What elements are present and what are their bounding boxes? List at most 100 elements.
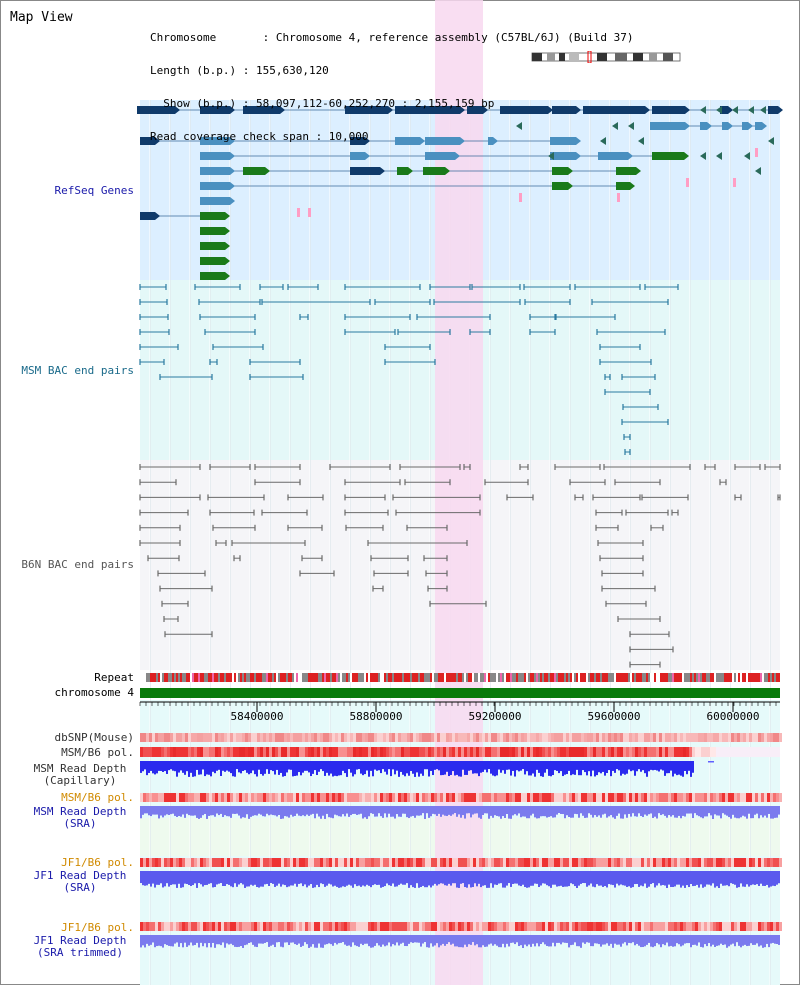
jf1-trim-depth-bar — [350, 935, 352, 947]
msm-sra-depth-bar — [562, 806, 564, 815]
msm-cap-depth-bar — [708, 761, 714, 763]
msm-sra-pol-cell — [452, 793, 455, 802]
repeat-block — [474, 673, 476, 682]
gene-exon — [395, 106, 420, 114]
jf1-depth-bar — [408, 871, 410, 888]
repeat-block — [330, 673, 332, 682]
msm-cap-depth-bar — [488, 761, 490, 770]
jf1-trim-depth-bar — [744, 935, 746, 945]
jf1-trim-depth-bar — [388, 935, 390, 943]
msm-cap-depth-bar — [452, 761, 454, 772]
msm-sra-depth-bar — [168, 806, 170, 815]
jf1-trim-depth-bar — [406, 935, 408, 947]
jf1-trim-depth-bar — [564, 935, 566, 943]
msm-sra-depth-bar — [152, 806, 154, 815]
jf1-trim-depth-bar — [160, 935, 162, 947]
msm-pol-cell — [518, 747, 521, 757]
jf1-pol-cell — [224, 858, 227, 867]
repeat-block — [448, 673, 450, 682]
msm-cap-depth-bar — [534, 761, 536, 777]
msm-cap-depth-bar — [312, 761, 314, 774]
jf1-depth-bar — [520, 871, 522, 887]
msm-pol-cell — [611, 747, 614, 757]
repeat-block — [408, 673, 410, 682]
msm-sra-depth-bar — [166, 806, 168, 815]
dbsnp-cell — [680, 733, 683, 742]
jf1-pol-cell — [671, 858, 674, 867]
msm-depth-sra-label: MSM Read Depth (SRA) — [20, 806, 140, 830]
jf1-depth-bar — [148, 871, 150, 884]
repeat-block — [340, 673, 342, 682]
jf1-depth-bar — [500, 871, 502, 884]
refseq-genes[interactable] — [137, 106, 783, 280]
msm-cap-depth-bar — [404, 761, 406, 777]
jf1-pol2-label: JF1/B6 pol. — [61, 921, 134, 934]
repeat-block — [588, 673, 590, 682]
msm-cap-depth-bar — [578, 761, 580, 776]
jf1-depth-bar — [694, 871, 696, 886]
msm-cap-depth-bar — [332, 761, 334, 777]
repeat-block — [668, 673, 670, 682]
jf1-depth-bar — [504, 871, 506, 888]
jf1-depth-bar — [660, 871, 662, 886]
msm-sra-depth-bar — [648, 806, 650, 815]
jf1-depth-bar — [642, 871, 644, 887]
msm-sra-pol-cell — [551, 793, 554, 802]
jf1-depth-bar — [328, 871, 330, 884]
jf1-trim-depth-bar — [426, 935, 428, 948]
msm-pol-cell — [260, 747, 263, 757]
msm-depth-sra-line2: (SRA) — [63, 817, 97, 830]
repeat-block — [482, 673, 484, 682]
gene-strand-arrow — [155, 137, 160, 145]
msm-sra-depth-bar — [740, 806, 742, 818]
repeat-block — [578, 673, 580, 682]
msm-pol-cell — [194, 747, 197, 757]
jf1-depth-bar — [300, 871, 302, 884]
jf1-trim-depth-bar — [150, 935, 152, 945]
msm-pol-cell — [569, 747, 572, 757]
jf1-depth-bar — [196, 871, 198, 888]
jf1-pol2-cell — [734, 922, 737, 931]
jf1-pol-cell — [662, 858, 665, 867]
msm-sra-pol-cell — [167, 793, 170, 802]
repeat-block — [268, 673, 270, 682]
jf1-depth-bar — [342, 871, 344, 887]
msm-pol-cell — [311, 747, 314, 757]
msm-pol-cell — [467, 747, 470, 757]
jf1-depth-bar — [620, 871, 622, 885]
jf1-pol2-cell — [701, 922, 704, 931]
repeat-block — [510, 673, 512, 682]
jf1-pol-cell — [752, 858, 755, 867]
repeat-track — [146, 673, 780, 682]
jf1-pol-cell — [734, 858, 737, 867]
msm-pol-cell — [683, 747, 686, 757]
dbsnp-cell — [581, 733, 584, 742]
jf1-trim-depth-bar — [756, 935, 758, 944]
jf1-pol2-cell — [473, 922, 476, 931]
b6n-bac-pairs[interactable] — [139, 464, 781, 668]
repeat-block — [660, 673, 662, 682]
jf1-trim-depth-bar — [430, 935, 432, 944]
msm-sra-pol-cell — [698, 793, 701, 802]
msm-sra-pol-cell — [203, 793, 206, 802]
jf1-depth-bar — [640, 871, 642, 886]
jf1-depth-bar — [650, 871, 652, 885]
jf1-trim-depth-bar — [352, 935, 354, 943]
jf1-trim-depth-bar — [304, 935, 306, 943]
jf1-pol-cell — [725, 858, 728, 867]
gene-strand-arrow — [225, 212, 230, 220]
msm-cap-depth-bar — [154, 761, 156, 775]
dbsnp-cell — [644, 733, 647, 742]
jf1-pol2-cell — [281, 922, 284, 931]
jf1-depth-bar — [590, 871, 592, 884]
msm-sra-depth-bar — [224, 806, 226, 816]
msm-sra-pol-cell — [527, 793, 530, 802]
msm-pol-cell — [647, 747, 650, 757]
jf1-pol-cell — [683, 858, 686, 867]
msm-bac-pairs[interactable] — [139, 284, 679, 455]
msm-sra-depth-bar — [356, 806, 358, 815]
msm-cap-depth-bar — [644, 761, 646, 774]
chromosome-ideogram[interactable] — [529, 51, 684, 63]
msm-cap-depth-bar — [178, 761, 180, 773]
jf1-pol-cell — [410, 858, 413, 867]
